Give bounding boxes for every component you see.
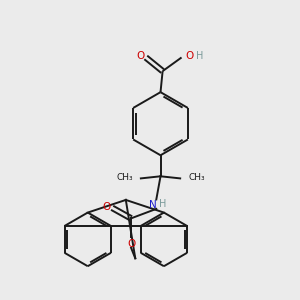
- Text: O: O: [127, 238, 135, 249]
- Text: O: O: [136, 51, 144, 62]
- Text: O: O: [102, 202, 110, 212]
- Text: CH₃: CH₃: [116, 173, 133, 182]
- Text: H: H: [160, 200, 167, 209]
- Text: CH₃: CH₃: [188, 173, 205, 182]
- Text: H: H: [196, 51, 204, 61]
- Text: N: N: [149, 200, 157, 210]
- Text: O: O: [185, 51, 194, 62]
